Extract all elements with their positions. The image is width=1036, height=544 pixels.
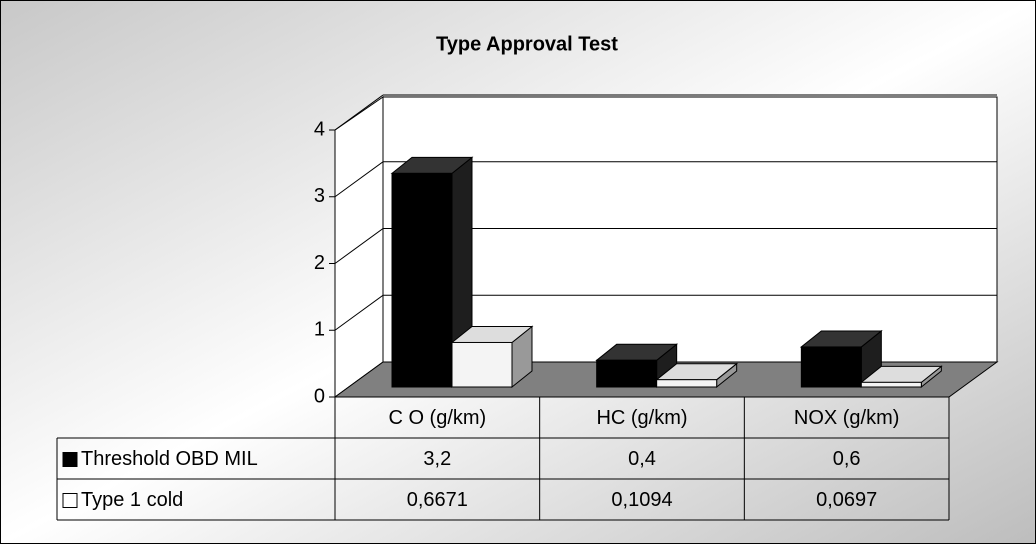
data-label: 0,6671 bbox=[407, 489, 468, 511]
legend-key bbox=[62, 452, 78, 467]
x-tick-label: HC (g/km) bbox=[596, 407, 687, 429]
chart-title: Type Approval Test bbox=[436, 33, 618, 55]
grid-line bbox=[334, 228, 384, 264]
bar-front bbox=[596, 359, 658, 388]
legend-label: Threshold OBD MIL bbox=[81, 448, 258, 470]
data-label: 3,2 bbox=[423, 448, 451, 470]
grid-line bbox=[334, 94, 384, 131]
data-label: 0,6 bbox=[833, 448, 861, 470]
data-label: 0,0697 bbox=[816, 489, 877, 511]
y-tick-label: 3 bbox=[314, 185, 325, 207]
y-tick-label: 1 bbox=[314, 319, 325, 341]
side-wall bbox=[334, 96, 384, 398]
bar bbox=[655, 362, 739, 389]
bar-front bbox=[860, 381, 922, 388]
data-label: 0,4 bbox=[628, 448, 656, 470]
x-tick-label: C O (g/km) bbox=[388, 407, 486, 429]
bar bbox=[799, 329, 883, 389]
bar-front bbox=[656, 379, 718, 388]
back-wall bbox=[382, 96, 998, 363]
legend-label: Type 1 cold bbox=[81, 489, 183, 511]
data-label: 0,1094 bbox=[611, 489, 672, 511]
bar-front bbox=[391, 172, 453, 388]
y-tick-label: 2 bbox=[314, 252, 325, 274]
grid-line bbox=[334, 161, 384, 198]
legend-key bbox=[62, 493, 78, 508]
bar bbox=[450, 325, 534, 389]
bar-front bbox=[451, 341, 513, 388]
bar-front bbox=[800, 346, 862, 388]
x-tick-label: NOX (g/km) bbox=[794, 407, 900, 429]
y-tick-label: 4 bbox=[314, 118, 325, 140]
y-tick-label: 0 bbox=[314, 385, 325, 407]
bar bbox=[859, 365, 943, 389]
grid-line bbox=[334, 294, 384, 331]
bar bbox=[390, 156, 474, 389]
bar bbox=[595, 343, 679, 389]
